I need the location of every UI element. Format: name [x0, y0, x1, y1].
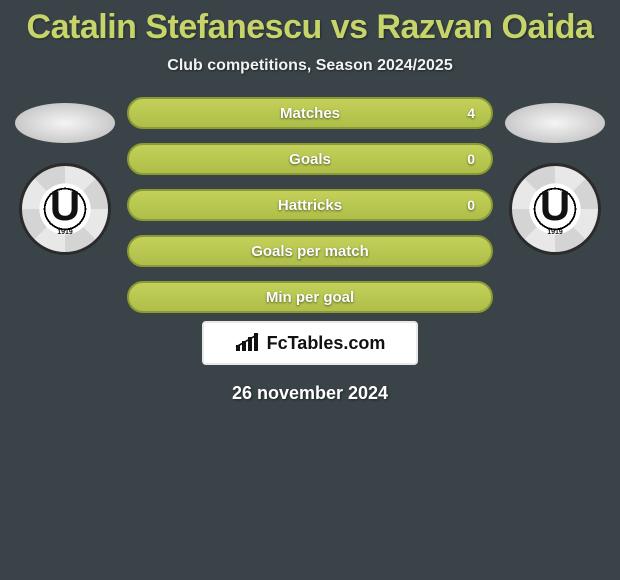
stat-row: Matches 4: [127, 97, 493, 129]
stat-label: Goals: [289, 151, 331, 168]
bar-chart-icon: [235, 333, 261, 353]
avatar-placeholder: [15, 103, 115, 143]
subtitle: Club competitions, Season 2024/2025: [10, 57, 610, 75]
stat-label: Goals per match: [251, 243, 369, 260]
generated-date: 26 november 2024: [0, 383, 620, 404]
stat-row: Goals per match: [127, 235, 493, 267]
stat-label: Min per goal: [266, 289, 354, 306]
stats-list: Matches 4 Goals 0 Hattricks 0 Goals per …: [125, 97, 495, 313]
club-badge-right: U 1919: [509, 163, 601, 255]
stat-value: 0: [467, 197, 475, 213]
stat-row: Goals 0: [127, 143, 493, 175]
comparison-panel: U 1919 Matches 4 Goals 0 Hattricks 0 Goa…: [0, 79, 620, 313]
page-title: Catalin Stefanescu vs Razvan Oaida: [10, 8, 610, 47]
stat-value: 4: [467, 105, 475, 121]
stat-value: 0: [467, 151, 475, 167]
stat-row: Hattricks 0: [127, 189, 493, 221]
brand-text: FcTables.com: [267, 333, 386, 354]
stat-label: Matches: [280, 105, 340, 122]
club-year: 1919: [57, 229, 73, 236]
stat-label: Hattricks: [278, 197, 342, 214]
club-letter: U: [540, 185, 570, 227]
player-left: U 1919: [5, 97, 125, 255]
club-letter: U: [50, 185, 80, 227]
club-badge-left: U 1919: [19, 163, 111, 255]
player-right: U 1919: [495, 97, 615, 255]
brand-box: FcTables.com: [202, 321, 418, 365]
stat-row: Min per goal: [127, 281, 493, 313]
avatar-placeholder: [505, 103, 605, 143]
club-year: 1919: [547, 229, 563, 236]
